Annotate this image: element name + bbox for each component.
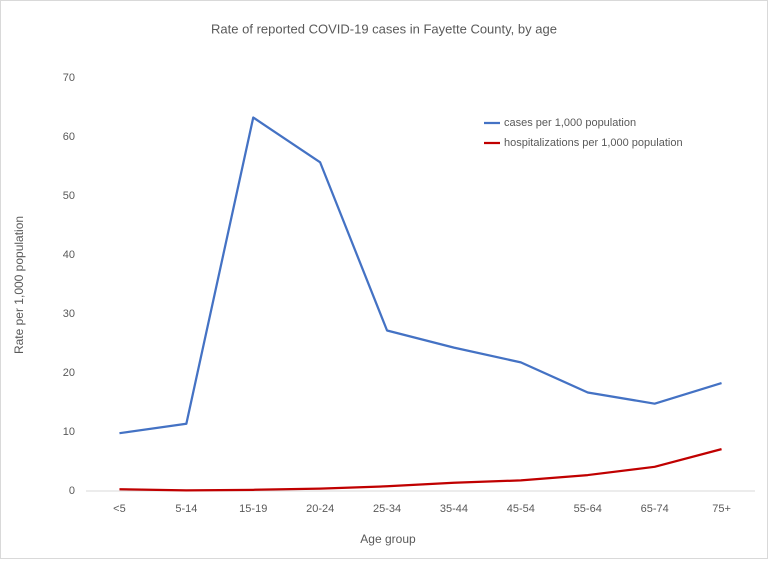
y-tick-label: 40 [63, 249, 75, 261]
legend-label: cases per 1,000 population [504, 117, 636, 129]
x-tick-label: 15-19 [239, 503, 267, 515]
y-tick-label: 10 [63, 426, 75, 438]
y-tick-label: 70 [63, 72, 75, 84]
y-tick-label: 20 [63, 367, 75, 379]
y-axis-label: Rate per 1,000 population [12, 216, 26, 354]
y-tick-label: 30 [63, 308, 75, 320]
y-tick-label: 50 [63, 190, 75, 202]
x-tick-label: 5-14 [175, 503, 197, 515]
x-tick-label: 35-44 [440, 503, 468, 515]
x-tick-label: 65-74 [641, 503, 669, 515]
y-tick-label: 60 [63, 131, 75, 143]
data-line [119, 116, 722, 435]
data-line [119, 448, 722, 492]
x-axis-label: Age group [360, 532, 416, 546]
x-tick-label: 75+ [712, 503, 731, 515]
x-tick-label: 45-54 [507, 503, 535, 515]
legend-label: hospitalizations per 1,000 population [504, 137, 683, 149]
x-tick-label: 55-64 [574, 503, 602, 515]
y-tick-label: 0 [69, 485, 75, 497]
x-tick-label: 25-34 [373, 503, 401, 515]
chart-title: Rate of reported COVID-19 cases in Fayet… [211, 21, 557, 36]
x-tick-label: <5 [113, 503, 126, 515]
x-tick-label: 20-24 [306, 503, 334, 515]
